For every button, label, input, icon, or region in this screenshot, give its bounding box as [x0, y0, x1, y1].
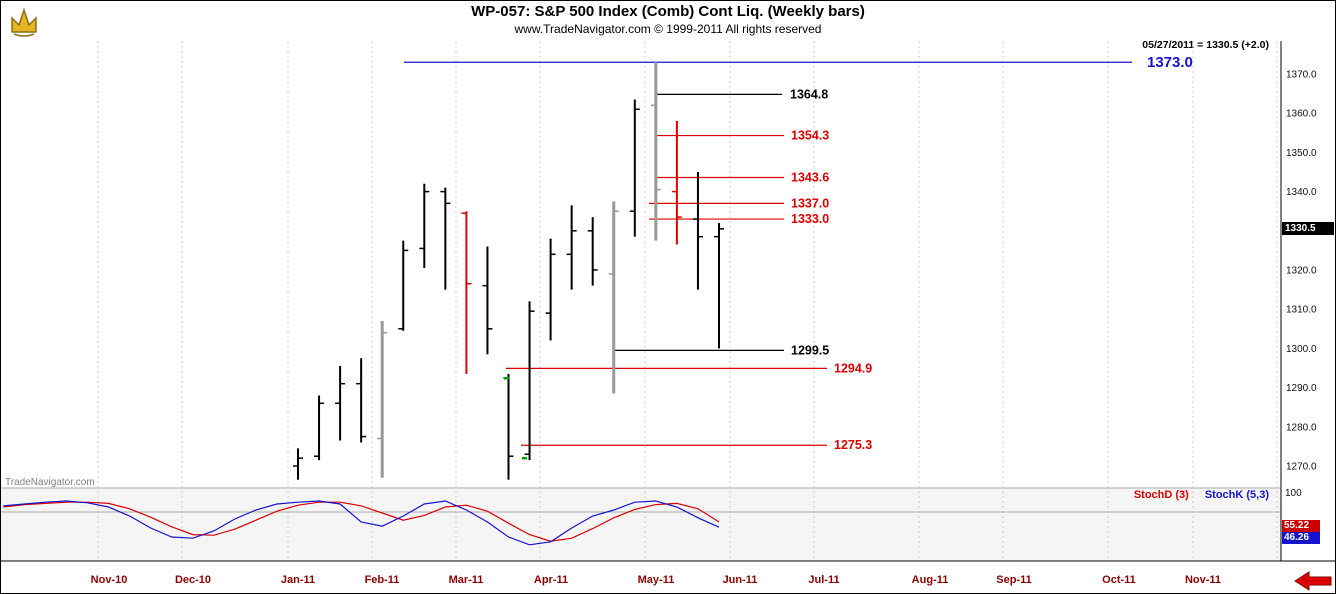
level-label: 1299.5	[791, 343, 829, 357]
month-label: Jul-11	[808, 574, 839, 586]
month-label: Mar-11	[449, 574, 484, 586]
month-label: Nov-10	[91, 574, 128, 586]
price-axis-label: 1340.0	[1286, 187, 1317, 198]
month-label: Jan-11	[281, 574, 315, 586]
scroll-left-button[interactable]	[1293, 570, 1333, 592]
level-label: 1337.0	[791, 196, 829, 210]
price-axis-label: 1270.0	[1286, 462, 1317, 473]
price-axis-label: 1300.0	[1286, 344, 1317, 355]
month-label: May-11	[638, 574, 675, 586]
price-axis-label: 1310.0	[1286, 305, 1317, 316]
stoch-scale-label: 100	[1285, 488, 1302, 499]
chart-subtitle: www.TradeNavigator.com © 1999-2011 All r…	[514, 22, 822, 36]
stoch-legend: StochD (3) StochK (5,3)	[1134, 489, 1269, 501]
month-label: Dec-10	[175, 574, 211, 586]
signal-marker	[504, 377, 509, 380]
level-label: 1343.6	[791, 170, 829, 184]
chart-title: WP-057: S&P 500 Index (Comb) Cont Liq. (…	[471, 3, 865, 20]
price-axis-label: 1290.0	[1286, 383, 1317, 394]
level-label: 1275.3	[834, 438, 872, 452]
price-axis-label: 1370.0	[1286, 70, 1317, 81]
current-price-tag: 1330.5	[1282, 222, 1334, 235]
level-label: 1373.0	[1147, 54, 1193, 71]
month-label: Apr-11	[534, 574, 568, 586]
price-axis-label: 1280.0	[1286, 422, 1317, 433]
price-axis-label: 1350.0	[1286, 148, 1317, 159]
month-label: Jun-11	[723, 574, 758, 586]
chart-canvas[interactable]: 1373.0 1364.8 1354.3 1343.6 1337.0 1333.0 1299…	[1, 41, 1336, 594]
last-quote-readout: 05/27/2011 = 1330.5 (+2.0)	[1142, 39, 1269, 51]
month-label: Feb-11	[365, 574, 400, 586]
stoch-panel-background	[1, 488, 1281, 561]
level-label: 1333.0	[791, 212, 829, 226]
trade-navigator-logo-icon	[11, 7, 37, 37]
level-label: 1294.9	[834, 361, 872, 375]
stoch-k-line	[3, 500, 720, 546]
month-label: Oct-11	[1102, 574, 1136, 586]
stoch-k-legend: StochK (5,3)	[1204, 489, 1269, 501]
month-label: Aug-11	[912, 574, 949, 586]
watermark: TradeNavigator.com	[5, 477, 95, 488]
price-axis-label: 1360.0	[1286, 109, 1317, 120]
stoch-d-line	[3, 501, 720, 542]
month-label: Sep-11	[996, 574, 1031, 586]
left-arrow-icon	[1294, 571, 1332, 591]
level-label: 1354.3	[791, 129, 829, 143]
month-label: Nov-11	[1185, 574, 1221, 586]
stoch-d-legend: StochD (3)	[1133, 489, 1189, 501]
signal-marker	[522, 457, 527, 460]
stoch-k-value-tag: 46.26	[1282, 532, 1320, 544]
price-axis-label: 1320.0	[1286, 266, 1317, 277]
level-label: 1364.8	[790, 87, 828, 101]
stoch-d-value-tag: 55.22	[1282, 520, 1320, 532]
